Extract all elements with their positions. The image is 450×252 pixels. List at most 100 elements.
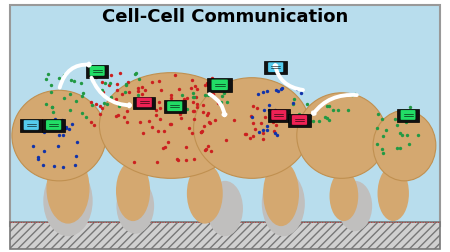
Point xyxy=(278,110,285,114)
Point xyxy=(71,80,78,84)
FancyBboxPatch shape xyxy=(271,110,287,120)
Point xyxy=(254,106,261,110)
Point xyxy=(50,164,57,168)
Point xyxy=(107,73,114,77)
Ellipse shape xyxy=(262,171,305,236)
Point xyxy=(315,120,323,124)
Point xyxy=(255,131,262,135)
Point xyxy=(107,96,114,100)
Point xyxy=(208,77,216,81)
Point xyxy=(197,130,204,134)
Ellipse shape xyxy=(117,179,154,234)
Point xyxy=(99,91,106,95)
Point xyxy=(62,125,69,129)
Point xyxy=(230,119,238,123)
Point xyxy=(177,117,184,121)
Point xyxy=(391,118,398,122)
Point xyxy=(266,116,274,120)
Point xyxy=(172,101,179,105)
Point xyxy=(153,108,160,112)
Point xyxy=(34,155,41,160)
Point xyxy=(193,102,200,106)
Point xyxy=(183,108,190,112)
Point xyxy=(189,110,197,114)
Point xyxy=(98,89,105,93)
Point xyxy=(165,141,172,145)
Point xyxy=(154,130,161,134)
Point xyxy=(202,148,209,152)
Point xyxy=(378,148,385,152)
Point xyxy=(205,93,212,97)
Point xyxy=(199,111,207,115)
Point xyxy=(393,124,400,128)
Point xyxy=(40,164,47,168)
Point xyxy=(265,104,272,108)
Point xyxy=(207,149,214,153)
Point xyxy=(115,114,122,118)
Point xyxy=(71,163,78,167)
Bar xyxy=(9,223,441,249)
Point xyxy=(407,106,414,110)
Point xyxy=(204,112,212,116)
Ellipse shape xyxy=(373,111,436,181)
Point xyxy=(168,97,175,101)
Point xyxy=(138,92,145,97)
Point xyxy=(118,92,126,97)
Point xyxy=(105,84,112,88)
Point xyxy=(374,113,381,117)
FancyBboxPatch shape xyxy=(90,67,105,77)
Point xyxy=(192,85,199,89)
Point xyxy=(173,158,180,162)
Ellipse shape xyxy=(297,93,387,179)
Point xyxy=(404,133,411,137)
Point xyxy=(141,88,149,92)
Point xyxy=(48,91,55,95)
Point xyxy=(78,111,86,115)
Point xyxy=(89,103,96,107)
Point xyxy=(97,112,104,116)
Point xyxy=(42,78,50,82)
Point xyxy=(270,129,278,133)
Point xyxy=(263,124,270,128)
Point xyxy=(260,109,267,113)
Point xyxy=(220,92,227,96)
Point xyxy=(171,74,179,78)
Point xyxy=(270,112,277,116)
FancyBboxPatch shape xyxy=(20,120,42,132)
Point xyxy=(187,86,194,90)
Point xyxy=(68,79,75,83)
Point xyxy=(275,115,282,119)
Point xyxy=(323,104,330,108)
Point xyxy=(40,131,47,135)
Point xyxy=(380,151,387,155)
Point xyxy=(225,87,233,91)
Point xyxy=(351,93,359,97)
Point xyxy=(148,125,155,130)
Point xyxy=(192,96,199,100)
Point xyxy=(205,84,212,88)
Point xyxy=(159,147,166,151)
Point xyxy=(153,113,160,117)
Point xyxy=(88,101,95,105)
Point xyxy=(155,100,162,104)
Point xyxy=(223,101,230,105)
Point xyxy=(247,136,254,140)
Point xyxy=(101,102,108,106)
Point xyxy=(134,90,141,94)
Point xyxy=(147,98,154,102)
Point xyxy=(242,133,249,137)
Point xyxy=(93,76,100,80)
Point xyxy=(203,82,211,86)
Point xyxy=(272,109,279,113)
Point xyxy=(178,94,185,98)
Point xyxy=(121,91,128,95)
Point xyxy=(200,104,207,108)
Point xyxy=(113,83,121,87)
Point xyxy=(270,120,277,124)
Ellipse shape xyxy=(194,78,310,179)
Point xyxy=(214,102,221,106)
Point xyxy=(209,93,216,97)
Point xyxy=(252,127,259,131)
Text: Cell-Cell Communication: Cell-Cell Communication xyxy=(102,8,348,26)
Point xyxy=(396,131,403,135)
